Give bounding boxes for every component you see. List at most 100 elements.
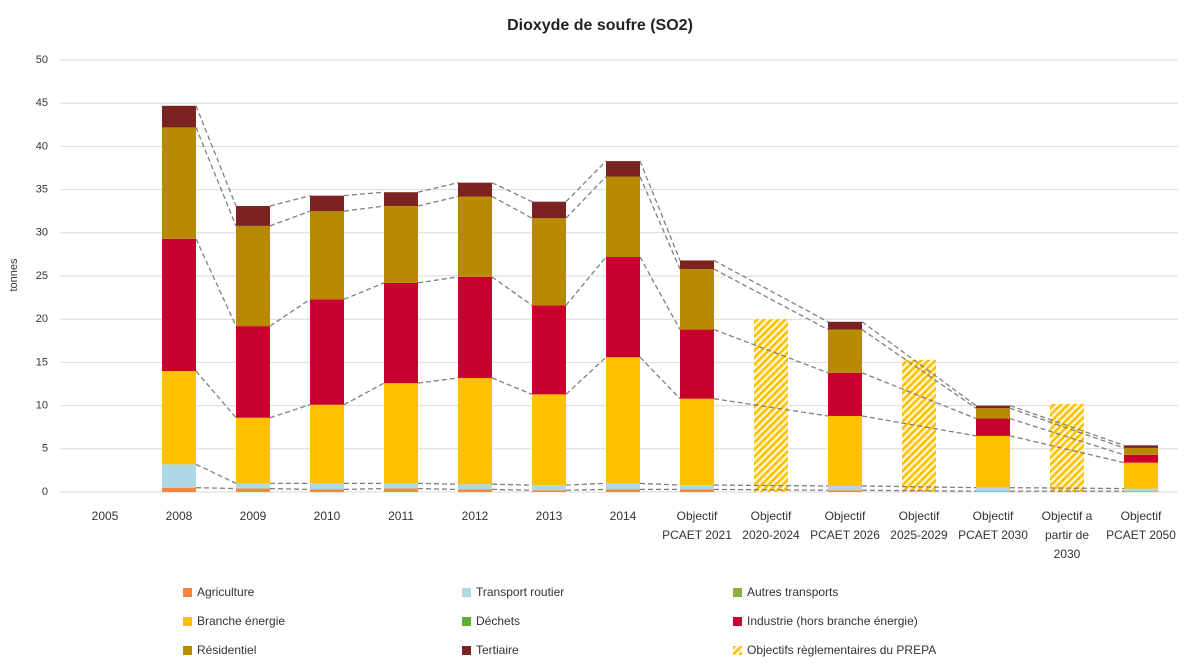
bar-segment bbox=[458, 182, 492, 197]
bar-segment bbox=[680, 260, 714, 270]
connector bbox=[417, 276, 459, 284]
y-axis-label: tonnes bbox=[8, 258, 20, 292]
bar-segment bbox=[384, 282, 418, 384]
bar-segment bbox=[680, 489, 714, 492]
target-bar bbox=[754, 319, 788, 492]
legend-label: Autres transports bbox=[747, 585, 838, 599]
bar-segment bbox=[1124, 445, 1158, 448]
connector bbox=[639, 356, 681, 400]
bar-segment bbox=[680, 398, 714, 486]
connector bbox=[491, 483, 533, 486]
bar-segment bbox=[1124, 454, 1158, 463]
connector bbox=[1009, 417, 1125, 456]
connector bbox=[639, 176, 681, 270]
legend-label: Résidentiel bbox=[197, 643, 256, 657]
legend-label: Objectifs règlementaires du PREPA bbox=[747, 643, 936, 657]
bar-segment bbox=[976, 491, 1010, 492]
x-tick-label: 2010 bbox=[314, 509, 341, 523]
bar-segment bbox=[310, 211, 344, 300]
legend-swatch bbox=[462, 646, 471, 655]
y-tick-label: 45 bbox=[36, 97, 48, 109]
bar-segment bbox=[236, 326, 270, 418]
connector bbox=[565, 176, 607, 219]
legend-swatch bbox=[733, 617, 742, 626]
connector bbox=[195, 238, 237, 327]
connector bbox=[565, 356, 607, 395]
x-tick-label: 2009 bbox=[240, 509, 267, 523]
connector bbox=[1009, 487, 1125, 490]
y-tick-label: 0 bbox=[42, 486, 48, 498]
bar-segment bbox=[310, 299, 344, 405]
connector bbox=[269, 210, 311, 227]
connector bbox=[195, 370, 237, 419]
y-tick-label: 50 bbox=[36, 54, 48, 66]
y-tick-label: 15 bbox=[36, 356, 48, 368]
bar-segment bbox=[162, 487, 196, 492]
connector bbox=[269, 298, 311, 327]
legend-label: Branche énergie bbox=[197, 614, 285, 628]
x-tick-label: Objectif 2020-2024 bbox=[742, 509, 800, 542]
bar-segment bbox=[1124, 488, 1158, 492]
x-tick-label: 2011 bbox=[388, 509, 414, 523]
connector bbox=[713, 488, 829, 491]
bar-segment bbox=[236, 483, 270, 489]
connector bbox=[565, 482, 607, 486]
connector bbox=[195, 127, 237, 227]
legend-label: Tertiaire bbox=[476, 643, 519, 657]
bar-segment bbox=[384, 383, 418, 484]
y-tick-label: 10 bbox=[36, 400, 48, 412]
connector bbox=[269, 404, 311, 419]
x-tick-label: 2005 bbox=[92, 509, 119, 523]
connector bbox=[639, 482, 681, 486]
connector bbox=[713, 398, 829, 417]
y-tick-label: 30 bbox=[36, 227, 48, 239]
x-tick-label: Objectif PCAET 2050 bbox=[1106, 509, 1176, 542]
connector bbox=[417, 182, 459, 193]
x-tick-label: Objectif 2025-2029 bbox=[890, 509, 948, 542]
bar-segment bbox=[606, 176, 640, 257]
connector bbox=[861, 329, 977, 409]
target-bar bbox=[1050, 403, 1084, 492]
y-tick-label: 25 bbox=[36, 270, 48, 282]
connector bbox=[343, 487, 385, 491]
connector bbox=[1009, 435, 1125, 464]
chart-title: Dioxyde de soufre (SO2) bbox=[507, 17, 693, 34]
connector bbox=[343, 282, 385, 300]
connector bbox=[195, 487, 237, 490]
bar-segment bbox=[236, 417, 270, 484]
x-tick-label: Objectif PCAET 2021 bbox=[662, 509, 732, 542]
bar-segment bbox=[976, 435, 1010, 488]
bar-segment bbox=[606, 256, 640, 358]
connector bbox=[713, 484, 829, 487]
bar-segment bbox=[680, 329, 714, 399]
legend-swatch bbox=[183, 617, 192, 626]
connector bbox=[343, 191, 385, 197]
legend-swatch bbox=[733, 588, 742, 597]
bar-segment bbox=[458, 196, 492, 277]
connector bbox=[417, 377, 459, 384]
legend-label: Déchets bbox=[476, 614, 520, 628]
connector bbox=[713, 328, 829, 374]
legend-swatch bbox=[462, 617, 471, 626]
connector bbox=[269, 487, 311, 491]
connector bbox=[343, 382, 385, 406]
bar-segment bbox=[976, 405, 1010, 409]
bar-segment bbox=[458, 484, 492, 490]
bar-segment bbox=[532, 201, 566, 219]
bar-segment bbox=[384, 483, 418, 489]
bar-segment bbox=[828, 415, 862, 486]
bar-segment bbox=[236, 488, 270, 492]
y-tick-label: 5 bbox=[42, 443, 48, 455]
bar-segment bbox=[976, 408, 1010, 419]
bar-segment bbox=[532, 218, 566, 306]
connector bbox=[861, 372, 977, 420]
connector bbox=[491, 488, 533, 491]
bar-segment bbox=[532, 485, 566, 491]
bar-segment bbox=[310, 404, 344, 484]
connector bbox=[491, 182, 533, 203]
connector bbox=[269, 195, 311, 207]
x-tick-label: 2012 bbox=[462, 509, 489, 523]
bar-segment bbox=[458, 489, 492, 492]
bar-segment bbox=[532, 305, 566, 395]
